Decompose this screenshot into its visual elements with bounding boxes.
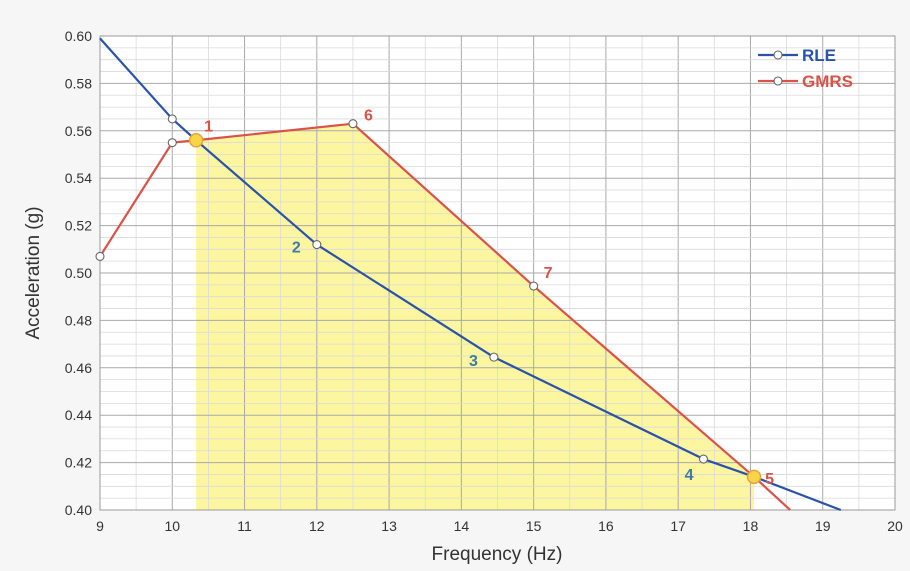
y-tick-label: 0.60 (65, 28, 92, 44)
y-tick-label: 0.52 (65, 218, 92, 234)
legend-label-rle: RLE (802, 46, 836, 65)
data-point-rle (312, 240, 322, 250)
x-tick-label: 20 (887, 518, 903, 534)
legend-marker (773, 50, 783, 60)
annotation-label: 5 (765, 471, 774, 488)
x-tick-label: 9 (96, 518, 104, 534)
x-tick-label: 10 (164, 518, 180, 534)
data-point-gmrs (95, 251, 105, 261)
x-tick-label: 17 (670, 518, 686, 534)
shaded-region (196, 123, 755, 510)
data-point-gmrs (529, 281, 539, 291)
x-tick-label: 18 (743, 518, 759, 534)
x-tick-label: 16 (598, 518, 614, 534)
y-tick-label: 0.46 (65, 360, 92, 376)
series-line-rle (99, 37, 842, 512)
x-tick-label: 14 (454, 518, 470, 534)
tick-label-layer: 9 10 11 12 13 14 15 16 17 18 19 200.400.420.440.460… (65, 28, 903, 534)
y-tick-label: 0.58 (65, 75, 92, 91)
annotation-layer: 1 2 3 4 5 6 7 (204, 108, 774, 488)
annotation-label: 3 (469, 353, 478, 370)
shaded-region-layer (196, 123, 755, 510)
x-tick-label: 13 (381, 518, 397, 534)
y-tick-label: 0.48 (65, 312, 92, 328)
annotation-label: 2 (292, 240, 301, 257)
annotation-label: 4 (685, 467, 694, 484)
grid-layer (99, 35, 896, 511)
y-tick-label: 0.50 (65, 265, 92, 281)
annotation-label: 7 (544, 265, 553, 282)
data-point-rle (167, 114, 177, 124)
y-axis-label: Acceleration (g) (23, 206, 44, 339)
y-tick-label: 0.42 (65, 455, 92, 471)
y-tick-label: 0.56 (65, 123, 92, 139)
y-tick-label: 0.44 (65, 407, 92, 423)
annotation-label: 1 (204, 118, 213, 135)
y-tick-label: 0.40 (65, 502, 92, 518)
x-tick-label: 19 (815, 518, 831, 534)
x-tick-label: 11 (237, 518, 252, 534)
x-tick-label: 12 (309, 518, 325, 534)
legend: RLE GMRS (758, 46, 853, 91)
intersection-point (188, 133, 204, 148)
y-tick-label: 0.54 (65, 170, 92, 186)
x-tick-label: 15 (526, 518, 542, 534)
data-point-rle (698, 454, 709, 464)
marker-layer (95, 114, 762, 485)
x-axis-label: Frequency (Hz) (432, 544, 563, 565)
data-point-gmrs (167, 138, 177, 148)
legend-marker (773, 76, 783, 86)
intersection-point (746, 469, 762, 485)
data-point-rle (489, 352, 499, 362)
plot-border (99, 35, 896, 511)
annotation-label: 6 (364, 108, 373, 125)
legend-label-gmrs: GMRS (802, 72, 853, 91)
data-point-gmrs (348, 119, 358, 129)
